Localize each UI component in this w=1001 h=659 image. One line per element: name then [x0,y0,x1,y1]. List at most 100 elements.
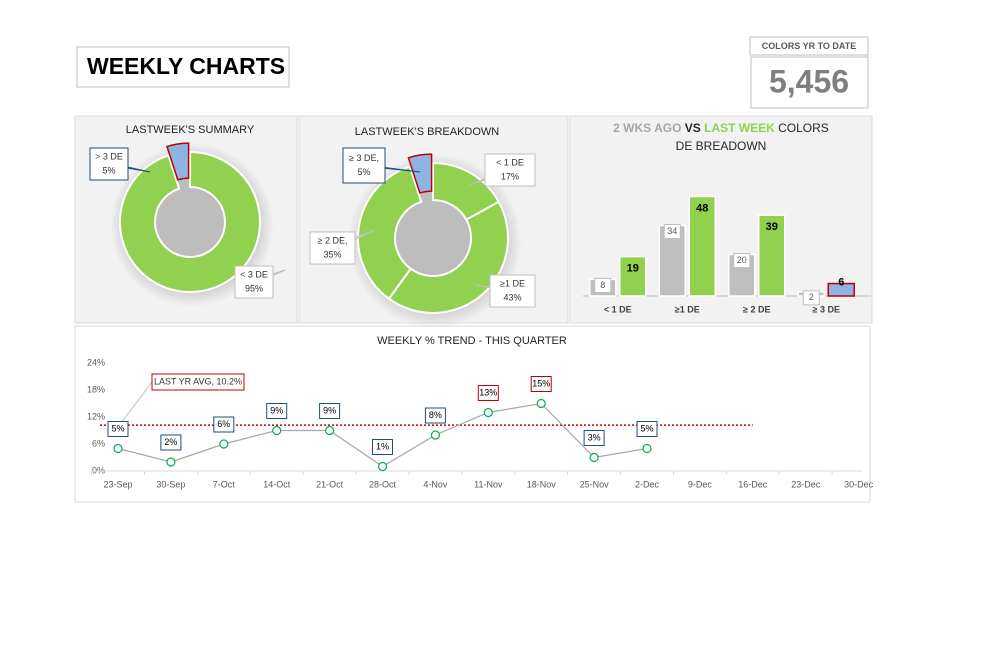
x-tick-label: < 1 DE [604,304,632,314]
x-tick-label: 30-Sep [156,479,185,489]
point-label: 5% [640,423,653,433]
point-label: 6% [217,419,230,429]
bar-label: 2 [809,292,814,302]
x-tick-label: 16-Dec [738,479,768,489]
label-box [372,439,393,455]
title-end: COLORS DE BREADOWN [675,121,829,153]
marker [113,443,123,454]
bar-label: 39 [766,221,778,233]
label-box [583,430,605,446]
y-tick-label: 0% [92,465,105,475]
label-box [234,265,274,299]
x-tick-label: 14-Oct [263,479,291,489]
callout-category: < 1 DE [496,157,524,167]
bar-label: 19 [627,263,639,275]
label-box [319,403,341,419]
marker [272,425,282,436]
callout-value: 35% [323,249,341,259]
callout-category: ≥ 2 DE, [318,235,348,245]
x-tick-label: 2-Dec [635,479,660,489]
header-box [76,46,290,88]
chart-title-text: 2 WKS AGO VS LAST WEEK COLORS DE BREADOW… [606,119,836,155]
callout-value: 5% [357,167,370,177]
label-box [342,147,386,184]
chart-title: 2 WKS AGO VS LAST WEEK COLORS DE BREADOW… [606,119,836,155]
reference-label: LAST YR AVG, 10.2% [154,376,242,386]
y-tick-label: 12% [87,411,105,421]
y-tick-label: 24% [87,357,105,367]
bar-label: 34 [667,226,677,236]
x-tick-label: ≥1 DE [675,304,700,314]
bar [758,214,786,297]
kpi-label: COLORS YR TO DATE [762,41,857,51]
bar [688,195,716,297]
label-box [309,231,356,265]
label-box [530,376,552,392]
label-box [213,416,235,433]
marker [642,443,652,454]
donut-slice [407,153,433,194]
reference-leader [117,381,153,428]
callout-value: 43% [503,292,521,302]
label-box [484,153,536,187]
label-box [594,277,612,293]
label-box [160,434,182,451]
marker [166,457,176,467]
point-label: 9% [270,405,283,415]
label-box [424,407,446,424]
donut-slice [166,142,190,181]
x-tick-label: 18-Nov [527,479,557,489]
point-label: 5% [111,423,124,433]
title-series: 2 WKS AGO [613,121,682,135]
bar [619,255,647,297]
chart-title: WEEKLY % TREND - THIS QUARTER [377,335,567,347]
label-box [151,373,245,391]
bar [827,282,855,297]
point-label: 1% [376,441,389,451]
x-tick-label: 30-Dec [844,479,874,489]
label-box [802,290,820,306]
x-tick-label: 23-Sep [103,479,132,489]
callout-value: 5% [102,165,115,175]
callout-category: > 3 DE [95,151,123,161]
kpi-label-box [749,36,869,56]
point-label: 8% [429,410,442,420]
bar-label: 48 [696,202,708,214]
marker [325,425,335,436]
point-label: 3% [588,432,601,442]
x-tick-label: 25-Nov [580,479,610,489]
marker [536,398,546,409]
label-box [266,403,288,419]
callout-category: ≥1 DE [500,278,525,288]
callout-category: < 3 DE [240,269,268,279]
label-box [107,421,129,437]
point-label: 15% [532,378,550,388]
point-label: 2% [164,437,177,447]
header-title: WEEKLY CHARTS [87,53,285,79]
kpi-value-box [750,56,869,109]
x-tick-label: 4-Nov [423,479,448,489]
marker [589,452,599,463]
label-box [477,385,499,401]
title-series: LAST WEEK [704,121,775,135]
bar-label: 8 [600,280,605,290]
label-box [636,421,658,437]
label-box [489,274,536,308]
x-tick-label: 28-Oct [369,479,397,489]
x-tick-label: 7-Oct [213,479,236,489]
x-tick-label: ≥ 3 DE [813,304,840,314]
chart-title: LASTWEEK'S SUMMARY [126,124,255,136]
panel [74,325,871,503]
point-label: 9% [323,405,336,415]
bar-label: 20 [737,255,747,265]
x-tick-label: 23-Dec [791,479,821,489]
label-box [89,147,129,181]
y-tick-label: 18% [87,384,105,394]
label-box [663,224,681,240]
callout-category: ≥ 3 DE, [349,153,379,163]
point-label: 13% [479,387,497,397]
donut-slice [119,150,261,293]
marker [430,430,440,440]
x-tick-label: ≥ 2 DE [743,304,770,314]
